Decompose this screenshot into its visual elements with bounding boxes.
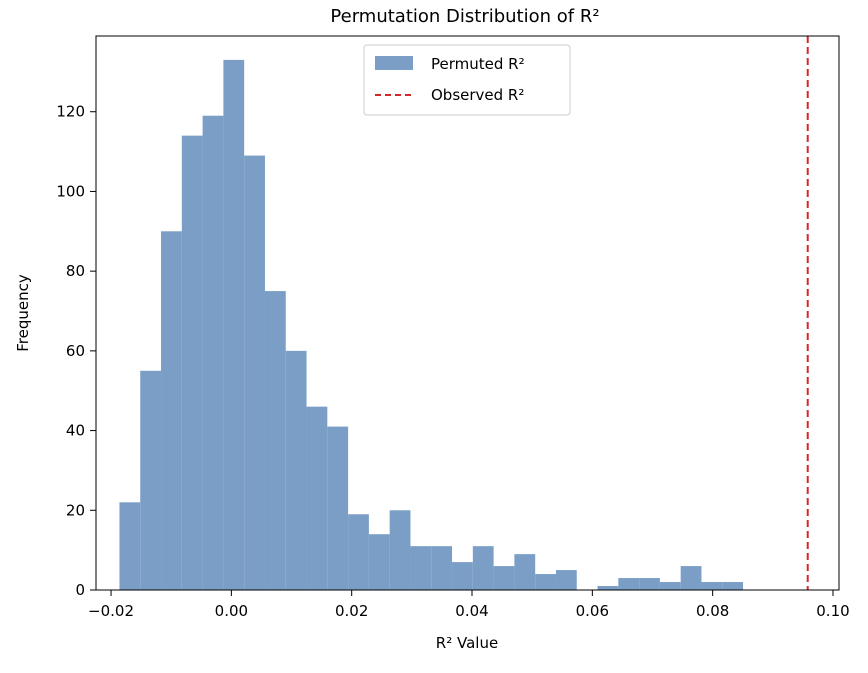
histogram-bar (181, 135, 203, 590)
histogram-bar (431, 546, 453, 590)
histogram-bar (410, 546, 432, 590)
legend-box (363, 44, 571, 116)
histogram-bar (452, 562, 473, 590)
histogram-bar (306, 406, 328, 590)
x-tick-label: 0.10 (816, 602, 849, 620)
histogram-bar (722, 582, 744, 590)
histogram-bar (555, 570, 577, 590)
histogram-bar (368, 534, 390, 590)
histogram-bar (202, 115, 224, 591)
y-tick-label: 80 (66, 262, 85, 280)
y-tick-label: 20 (66, 501, 85, 519)
x-tick-label: 0.08 (696, 602, 729, 620)
histogram-bar (389, 510, 411, 590)
x-tick-label: 0.06 (576, 602, 609, 620)
legend-label-observed: Observed R² (431, 86, 524, 104)
histogram-bars (119, 59, 744, 591)
histogram-bar (535, 574, 556, 590)
histogram-bar (597, 586, 619, 590)
histogram-bar (680, 566, 702, 590)
legend-swatch-permuted (375, 56, 413, 70)
histogram-bar (639, 578, 660, 590)
y-tick-label: 40 (66, 422, 85, 440)
x-tick-label: 0.04 (455, 602, 488, 620)
y-tick-label: 100 (56, 182, 85, 200)
histogram-bar (264, 291, 286, 590)
histogram-bar (223, 59, 245, 590)
histogram-bar (119, 502, 141, 590)
histogram-bar (514, 554, 536, 590)
legend-label-permuted: Permuted R² (431, 55, 525, 73)
x-axis-label: R² Value (436, 634, 498, 652)
x-axis-ticks: −0.02 0.00 0.02 0.04 0.06 0.08 0.10 (88, 590, 850, 620)
histogram-bar (618, 578, 640, 590)
y-tick-label: 0 (75, 581, 85, 599)
histogram-bar (659, 582, 681, 590)
x-tick-label: 0.02 (335, 602, 368, 620)
chart-title: Permutation Distribution of R² (330, 6, 599, 27)
y-axis-ticks: 0 20 40 60 80 100 120 (56, 103, 96, 599)
y-axis-label: Frequency (14, 274, 32, 352)
histogram-bar (701, 582, 723, 590)
histogram-bar (244, 155, 265, 590)
histogram-bar (472, 546, 494, 590)
histogram-bar (285, 350, 307, 590)
histogram-bar (140, 370, 162, 590)
x-tick-label: 0.00 (215, 602, 248, 620)
histogram-bar (327, 426, 349, 590)
histogram-bar (493, 566, 515, 590)
histogram-bar (348, 514, 369, 590)
x-tick-label: −0.02 (88, 602, 134, 620)
y-tick-label: 60 (66, 342, 85, 360)
plot-frame (95, 35, 840, 591)
histogram-bar (161, 231, 182, 590)
y-tick-label: 120 (56, 103, 85, 121)
legend: Permuted R² Observed R² (363, 44, 571, 116)
